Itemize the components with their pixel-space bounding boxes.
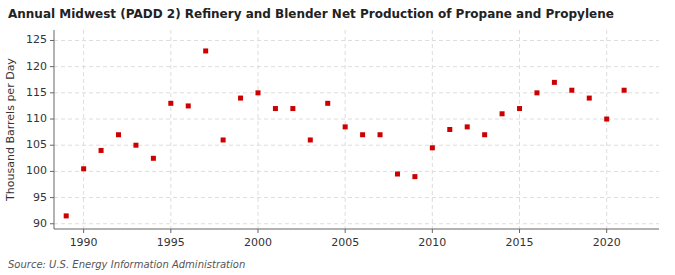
y-tick-label: 105 [26, 138, 47, 151]
point [168, 101, 173, 106]
point [500, 111, 505, 116]
x-tick-label: 2015 [506, 236, 534, 249]
y-tick-label: 120 [26, 60, 47, 73]
y-tick [50, 119, 54, 120]
x-tick [519, 229, 520, 233]
point [116, 132, 121, 137]
point [221, 137, 226, 142]
y-tick-label: 95 [33, 191, 47, 204]
y-axis-line [54, 30, 55, 229]
y-tick-label: 90 [33, 217, 47, 230]
y-grid-line [54, 223, 659, 224]
x-tick-label: 2010 [418, 236, 446, 249]
x-tick-label: 2005 [331, 236, 359, 249]
x-grid-line [257, 30, 258, 229]
y-grid-line [54, 171, 659, 172]
y-grid-line [54, 40, 659, 41]
x-grid-line [83, 30, 84, 229]
y-tick [50, 92, 54, 93]
point [378, 132, 383, 137]
point [587, 96, 592, 101]
point [238, 96, 243, 101]
point [273, 106, 278, 111]
x-tick-label: 1995 [157, 236, 185, 249]
y-axis-label: Thousand Barrels per Day [4, 58, 17, 202]
x-grid-line [345, 30, 346, 229]
x-tick-label: 1990 [70, 236, 98, 249]
chart-container: 90 95 100 105 110 115 120 125 1990 1995 2000 2005 20… [0, 0, 675, 275]
grid [54, 30, 659, 229]
point [412, 174, 417, 179]
point [569, 88, 574, 93]
x-grid-line [519, 30, 520, 229]
y-tick-label: 110 [26, 112, 47, 125]
point [517, 106, 522, 111]
x-tick-label: 2020 [593, 236, 621, 249]
x-tick [83, 229, 84, 233]
y-tick-label: 115 [26, 86, 47, 99]
y-tick [50, 197, 54, 198]
point [604, 117, 609, 122]
point [447, 127, 452, 132]
x-tick-label: 2000 [244, 236, 272, 249]
point [552, 80, 557, 85]
point [203, 48, 208, 53]
point [465, 124, 470, 129]
point [325, 101, 330, 106]
point [151, 156, 156, 161]
point [308, 137, 313, 142]
y-grid-line [54, 145, 659, 146]
points [64, 48, 627, 218]
y-tick [50, 171, 54, 172]
point [534, 90, 539, 95]
y-tick [50, 223, 54, 224]
y-tick [50, 145, 54, 146]
y-tick-label: 100 [26, 164, 47, 177]
y-grid-line [54, 92, 659, 93]
x-grid-line [432, 30, 433, 229]
x-tick [432, 229, 433, 233]
y-grid-line [54, 66, 659, 67]
x-tick [170, 229, 171, 233]
x-tick [606, 229, 607, 233]
y-tick-label: 125 [26, 33, 47, 46]
point [64, 213, 69, 218]
chart-svg: 90 95 100 105 110 115 120 125 1990 1995 2000 2005 20… [0, 0, 675, 275]
point [81, 166, 86, 171]
x-tick [257, 229, 258, 233]
point [99, 148, 104, 153]
x-grid-line [606, 30, 607, 229]
point [343, 124, 348, 129]
y-tick [50, 40, 54, 41]
point [482, 132, 487, 137]
title: Annual Midwest (PADD 2) Refinery and Ble… [8, 7, 614, 21]
point [395, 172, 400, 177]
y-grid-line [54, 119, 659, 120]
x-axis-line [54, 229, 659, 230]
point [622, 88, 627, 93]
point [255, 90, 260, 95]
source-note: Source: U.S. Energy Information Administ… [8, 259, 245, 270]
point [360, 132, 365, 137]
point [133, 143, 138, 148]
x-grid-line [170, 30, 171, 229]
point [290, 106, 295, 111]
point [430, 145, 435, 150]
point [186, 103, 191, 108]
x-tick [345, 229, 346, 233]
y-tick [50, 66, 54, 67]
y-grid-line [54, 197, 659, 198]
